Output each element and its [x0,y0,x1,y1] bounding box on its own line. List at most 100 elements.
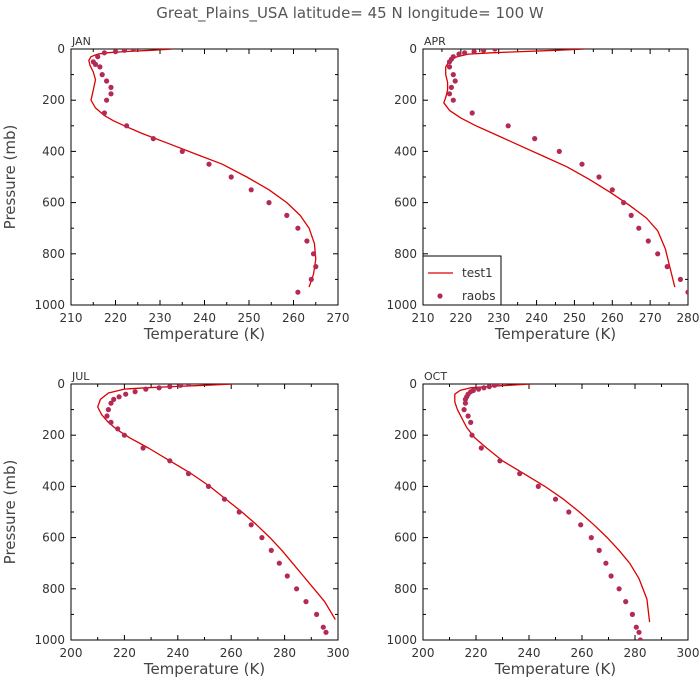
x-tick-label-apr: 220 [449,311,472,325]
point-raobs-apr [481,49,487,53]
x-tick-label-jan: 270 [327,311,350,325]
x-tick-label-jan: 260 [282,311,305,325]
y-tick-label-jan: 1000 [34,298,65,312]
y-tick-label-jul: 1000 [34,633,65,647]
legend: test1 raobs [422,255,502,306]
point-raobs-apr [645,238,651,244]
y-tick-label-jan: 0 [57,42,65,56]
point-raobs-jan [104,78,110,84]
point-raobs-apr [505,123,511,129]
point-raobs-apr [655,251,661,257]
point-raobs-oct [608,573,614,579]
point-raobs-jul [108,400,114,406]
point-raobs-jan [248,187,254,193]
point-raobs-oct [588,535,594,541]
x-tick-label-jul: 280 [273,646,296,660]
panel-apr: APR 210 220 230 240 250 260 270 280 0 200 400 600 800… [386,35,699,343]
point-raobs-apr [677,276,684,282]
x-tick-label-jan: 250 [238,311,261,325]
point-raobs-jul [221,496,228,502]
point-raobs-jul [108,419,114,425]
point-raobs-apr [492,49,498,52]
y-tick-label-apr: 600 [394,196,417,210]
point-raobs-oct [492,384,498,388]
point-raobs-apr [621,200,627,206]
x-axis-label-jan: Temperature (K) [143,325,265,343]
point-raobs-oct [469,432,475,438]
point-raobs-oct [465,413,471,419]
point-raobs-oct [578,522,584,528]
point-raobs-apr [462,50,468,56]
point-raobs-jan [95,54,101,60]
y-tick-label-apr: 200 [394,93,417,107]
x-tick-label-oct: 240 [518,646,541,660]
point-raobs-jan [150,136,156,142]
point-raobs-jan [108,91,114,97]
point-raobs-apr [446,91,453,97]
point-raobs-oct [636,629,642,635]
point-raobs-oct [462,400,468,406]
point-raobs-jan [101,110,107,116]
plot-frame-oct [422,383,689,641]
point-raobs-jan [228,174,234,180]
point-raobs-jan [179,148,185,154]
point-raobs-apr [471,49,477,55]
panel-oct: OCT 200 220 240 260 280 300 0 200 400 600 800 1000 Te… [386,370,699,678]
panel-jan: JAN 210 220 230 240 250 260 270 0 200 400 600 800 100… [1,35,349,343]
x-tick-label-oct: 300 [677,646,700,660]
x-tick-label-oct: 220 [465,646,488,660]
point-raobs-jan [92,61,99,67]
point-raobs-jan [308,276,314,282]
panel-title-apr: APR [424,35,446,48]
point-raobs-jul [276,560,282,566]
point-raobs-oct [566,509,572,515]
point-raobs-jul [143,386,149,392]
point-raobs-jan [295,289,301,295]
legend-box [422,255,502,306]
panel-title-jan: JAN [71,35,91,48]
point-raobs-oct [462,396,468,402]
data-oct [454,384,651,640]
point-raobs-jul [167,458,173,464]
point-raobs-jan [101,50,107,56]
y-tick-label-apr: 800 [394,247,417,261]
point-raobs-jul [177,384,184,388]
point-raobs-jul [236,509,242,515]
point-raobs-apr [469,110,475,116]
x-axis-label-jul: Temperature (K) [143,660,265,678]
point-raobs-apr [628,212,634,218]
point-raobs-apr [456,51,462,57]
point-raobs-apr [450,72,456,78]
point-raobs-jan [310,251,317,257]
x-tick-label-oct: 280 [624,646,647,660]
point-raobs-jul [259,535,265,541]
point-raobs-jul [248,522,254,528]
legend-label-raobs: raobs [462,289,496,303]
point-raobs-jul [140,445,146,451]
point-raobs-jul [323,629,329,635]
x-axis-label-oct: Temperature (K) [494,660,616,678]
y-tick-label-jan: 600 [42,196,65,210]
point-raobs-oct [637,637,643,640]
y-axis-label-jan: Pressure (mb) [1,125,19,230]
point-raobs-jan [104,97,110,103]
point-raobs-jan [266,200,272,206]
point-raobs-apr [556,148,562,154]
y-tick-label-oct: 1000 [386,633,417,647]
point-raobs-apr [532,136,538,142]
point-raobs-jan [295,225,301,231]
point-raobs-jul [284,573,290,579]
x-tick-label-apr: 280 [677,311,700,325]
point-raobs-jul [268,547,274,554]
y-tick-label-oct: 800 [394,582,417,596]
x-axis-label-apr: Temperature (K) [494,325,616,343]
y-tick-label-jul: 200 [42,428,65,442]
point-raobs-jul [115,426,121,432]
data-jul [97,384,336,635]
x-tick-label-jan: 220 [104,311,127,325]
x-tick-label-jul: 220 [113,646,136,660]
x-tick-label-jan: 230 [149,311,172,325]
point-raobs-jan [97,64,103,70]
y-tick-label-jul: 600 [42,531,65,545]
